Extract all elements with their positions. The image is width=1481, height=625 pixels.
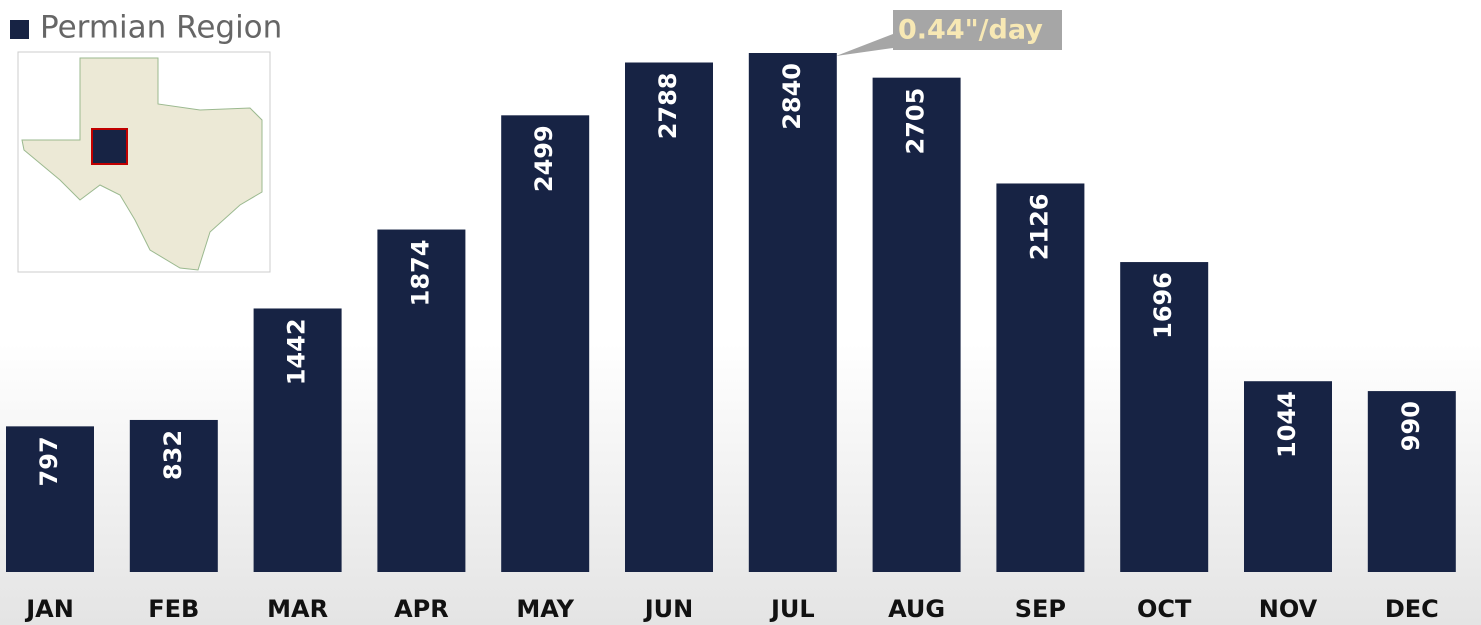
value-label: 1696 [1149,272,1177,339]
bar [1367,391,1456,572]
x-tick-label: SEP [1015,595,1066,623]
bar [501,115,590,572]
value-label: 990 [1397,401,1425,451]
value-label: 797 [35,436,63,486]
bar [1244,381,1332,572]
x-tick-label: JUL [769,595,815,623]
x-tick-label: NOV [1259,595,1318,623]
bar [748,53,837,572]
bar [377,229,466,573]
bar [253,308,342,572]
x-tick-label: JAN [24,595,74,623]
value-label: 1874 [406,240,434,307]
value-label: 1442 [283,318,311,385]
x-tick-label: DEC [1385,595,1439,623]
value-label: 2840 [778,63,806,130]
x-tick-label: AUG [888,595,945,623]
region-highlight [91,128,128,165]
x-tick-label: JUN [643,595,694,623]
bar [625,62,713,573]
value-label: 832 [159,430,187,480]
value-label: 1044 [1273,391,1301,458]
value-label: 2499 [530,125,558,192]
legend-swatch [10,20,29,39]
annotation-pointer [836,34,893,56]
legend-label: Permian Region [40,10,282,46]
bar [6,426,94,572]
value-label: 2126 [1025,193,1053,260]
x-tick-label: OCT [1137,595,1192,623]
bar [996,183,1085,572]
value-label: 2705 [902,88,930,155]
bar [872,77,961,572]
map-inset [17,51,271,273]
x-tick-label: MAR [267,595,328,623]
bar [129,419,218,572]
bar [1120,262,1209,572]
annotation-box [893,10,1062,50]
x-tick-label: FEB [148,595,199,623]
annotation: 0.44"/day [898,15,1043,46]
x-tick-label: APR [394,595,449,623]
x-tick-label: MAY [516,595,574,623]
texas-map [21,57,263,271]
value-label: 2788 [654,73,682,140]
